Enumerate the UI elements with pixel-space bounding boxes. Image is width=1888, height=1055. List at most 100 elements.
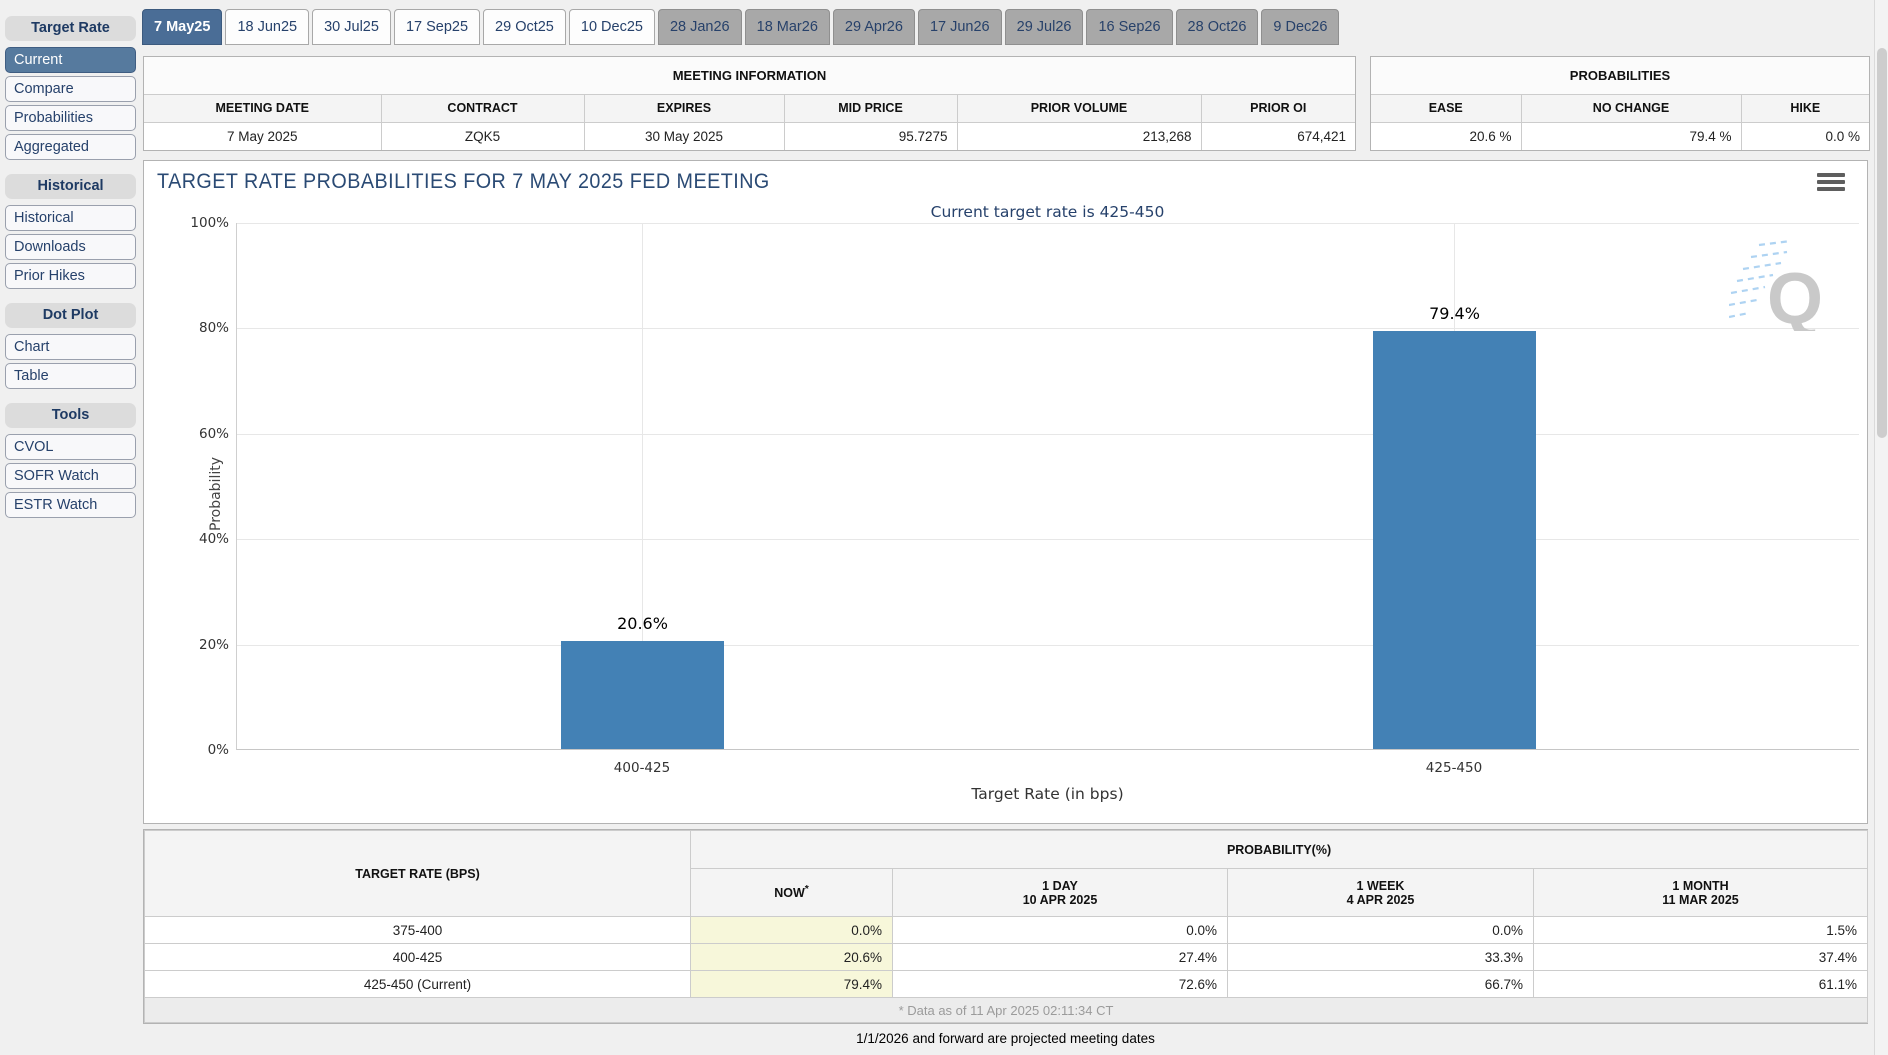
- expires-value: 30 May 2025: [583, 122, 784, 150]
- sidebar-item-downloads[interactable]: Downloads: [5, 234, 136, 260]
- sidebar-item-prior-hikes[interactable]: Prior Hikes: [5, 263, 136, 289]
- sidebar-item-chart[interactable]: Chart: [5, 334, 136, 360]
- col-header-target-rate-bps: TARGET RATE (BPS): [144, 830, 691, 917]
- prior-oi-value: 674,421: [1200, 122, 1355, 150]
- rate-cell: 375-400: [144, 916, 691, 944]
- tab-28-jan26[interactable]: 28 Jan26: [657, 9, 742, 45]
- now-cell: 20.6%: [690, 943, 893, 971]
- ease-value: 20.6 %: [1371, 122, 1521, 150]
- y-tick-40: 40%: [198, 531, 229, 547]
- col-header-contract: CONTRACT: [380, 95, 584, 123]
- sidebar-header-target-rate: Target Rate: [5, 16, 136, 41]
- target-rate-chart-panel: TARGET RATE PROBABILITIES FOR 7 MAY 2025…: [143, 160, 1868, 824]
- x-tick-400-425: 400-425: [613, 760, 671, 776]
- month1-cell: 61.1%: [1532, 970, 1869, 998]
- tab-29-apr26[interactable]: 29 Apr26: [832, 9, 915, 45]
- week1-cell: 0.0%: [1227, 916, 1534, 944]
- tab-18-jun25[interactable]: 18 Jun25: [225, 9, 310, 45]
- now-label: NOW: [774, 886, 805, 901]
- now-cell: 0.0%: [690, 916, 893, 944]
- col-header-no-change: NO CHANGE: [1520, 95, 1741, 123]
- rate-cell: 425-450 (Current): [144, 970, 691, 998]
- col-header-meeting-date: MEETING DATE: [144, 95, 381, 123]
- bar-400-425[interactable]: 20.6%: [561, 614, 724, 749]
- bar-label-425-450: 79.4%: [1429, 304, 1480, 324]
- tab-9-dec26[interactable]: 9 Dec26: [1261, 9, 1340, 45]
- bar-label-400-425: 20.6%: [617, 613, 668, 633]
- probabilities-panel: PROBABILITIES EASE NO CHANGE HIKE 20.6 %…: [1370, 56, 1870, 151]
- no-change-value: 79.4 %: [1520, 122, 1741, 150]
- data-as-of-footnote: * Data as of 11 Apr 2025 02:11:34 CT: [143, 997, 1869, 1023]
- one-day-label: 1 DAY: [1042, 878, 1078, 893]
- one-week-date: 4 APR 2025: [1346, 892, 1415, 907]
- table-row: 425-450 (Current) 79.4% 72.6% 66.7% 61.1…: [144, 970, 1869, 998]
- tab-28-oct26[interactable]: 28 Oct26: [1175, 9, 1259, 45]
- sidebar-item-probabilities[interactable]: Probabilities: [5, 105, 136, 131]
- x-axis-title: Target Rate (in bps): [971, 785, 1124, 803]
- tab-18-mar26[interactable]: 18 Mar26: [744, 9, 830, 45]
- week1-cell: 66.7%: [1227, 970, 1534, 998]
- tab-30-jul25[interactable]: 30 Jul25: [312, 9, 391, 45]
- sidebar: Target Rate Current Compare Probabilitie…: [5, 16, 136, 532]
- meeting-information-title: MEETING INFORMATION: [144, 57, 1355, 95]
- month1-cell: 37.4%: [1532, 943, 1869, 971]
- chart-plot-area: 100% 80% 60% 40% 20% 0% Probability 20.6…: [190, 215, 1859, 776]
- tab-7-may25[interactable]: 7 May25: [142, 9, 223, 45]
- y-tick-20: 20%: [198, 637, 229, 653]
- scrollbar-thumb[interactable]: [1877, 48, 1887, 438]
- sidebar-item-table[interactable]: Table: [5, 363, 136, 389]
- y-axis-title: Probability: [208, 456, 225, 532]
- one-month-label: 1 MONTH: [1672, 878, 1729, 893]
- col-header-1-month: 1 MONTH 11 MAR 2025: [1532, 868, 1869, 917]
- sidebar-item-cvol[interactable]: CVOL: [5, 434, 136, 460]
- tab-17-jun26[interactable]: 17 Jun26: [917, 9, 1002, 45]
- probability-history-table: TARGET RATE (BPS) PROBABILITY(%) NOW* 1 …: [143, 830, 1869, 1023]
- sidebar-section-dot-plot: Dot Plot Chart Table: [5, 303, 136, 389]
- tab-10-dec25[interactable]: 10 Dec25: [568, 9, 655, 45]
- y-tick-0: 0%: [207, 742, 229, 758]
- col-header-ease: EASE: [1371, 95, 1521, 123]
- sidebar-item-sofr-watch[interactable]: SOFR Watch: [5, 463, 136, 489]
- quikstrike-watermark: Q: [1729, 239, 1823, 331]
- col-header-prior-volume: PRIOR VOLUME: [956, 95, 1201, 123]
- sidebar-section-tools: Tools CVOL SOFR Watch ESTR Watch: [5, 403, 136, 518]
- sidebar-header-historical: Historical: [5, 174, 136, 199]
- col-header-1-day: 1 DAY 10 APR 2025: [892, 868, 1228, 917]
- col-header-1-week: 1 WEEK 4 APR 2025: [1227, 868, 1534, 917]
- bar-425-450[interactable]: 79.4%: [1373, 304, 1536, 749]
- meeting-information-table: MEETING DATE CONTRACT EXPIRES MID PRICE …: [144, 95, 1355, 150]
- sidebar-item-historical[interactable]: Historical: [5, 205, 136, 231]
- col-header-hike: HIKE: [1740, 95, 1869, 123]
- tab-17-sep25[interactable]: 17 Sep25: [393, 9, 481, 45]
- y-tick-80: 80%: [198, 320, 229, 336]
- meeting-information-panel: MEETING INFORMATION MEETING DATE CONTRAC…: [143, 56, 1356, 151]
- week1-cell: 33.3%: [1227, 943, 1534, 971]
- chart-context-menu-icon[interactable]: [1817, 173, 1845, 194]
- prior-volume-value: 213,268: [956, 122, 1201, 150]
- tab-29-jul26[interactable]: 29 Jul26: [1004, 9, 1084, 45]
- day1-cell: 72.6%: [892, 970, 1228, 998]
- contract-value: ZQK5: [380, 122, 584, 150]
- now-asterisk: *: [804, 884, 809, 896]
- tab-29-oct25[interactable]: 29 Oct25: [483, 9, 566, 45]
- vertical-scrollbar[interactable]: [1874, 0, 1888, 1055]
- sidebar-header-dot-plot: Dot Plot: [5, 303, 136, 328]
- y-tick-60: 60%: [198, 426, 229, 442]
- meeting-date-value: 7 May 2025: [144, 122, 381, 150]
- now-cell: 79.4%: [690, 970, 893, 998]
- day1-cell: 0.0%: [892, 916, 1228, 944]
- chart-subtitle: Current target rate is 425-450: [930, 203, 1165, 221]
- mid-price-value: 95.7275: [783, 122, 957, 150]
- sidebar-section-target-rate: Target Rate Current Compare Probabilitie…: [5, 16, 136, 160]
- sidebar-item-current[interactable]: Current: [5, 47, 136, 73]
- probabilities-title: PROBABILITIES: [1371, 57, 1869, 95]
- tab-16-sep26[interactable]: 16 Sep26: [1086, 9, 1173, 45]
- sidebar-item-estr-watch[interactable]: ESTR Watch: [5, 492, 136, 518]
- col-group-header-probability: PROBABILITY(%): [689, 830, 1869, 869]
- sidebar-item-aggregated[interactable]: Aggregated: [5, 134, 136, 160]
- sidebar-item-compare[interactable]: Compare: [5, 76, 136, 102]
- col-header-mid-price: MID PRICE: [783, 95, 957, 123]
- month1-cell: 1.5%: [1532, 916, 1869, 944]
- rate-cell: 400-425: [144, 943, 691, 971]
